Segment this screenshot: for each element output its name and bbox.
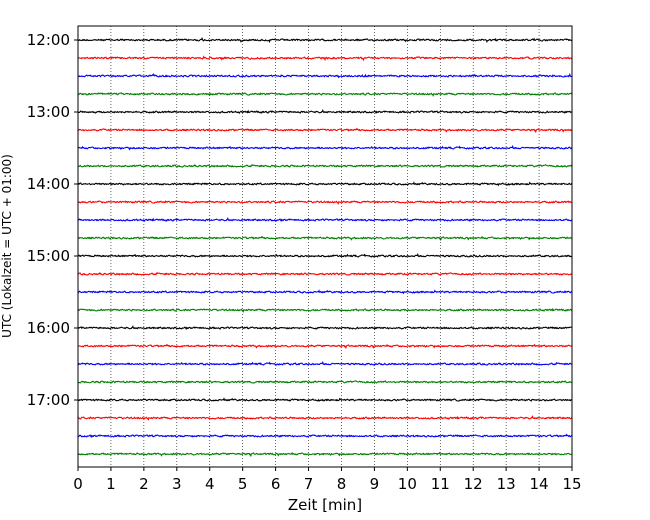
y-tick-label: 12:00 xyxy=(27,31,70,49)
x-axis-label: Zeit [min] xyxy=(288,496,362,514)
x-tick-label: 8 xyxy=(337,475,347,493)
seismic-trace xyxy=(77,343,573,350)
y-tick-label: 15:00 xyxy=(27,247,70,265)
seismic-trace xyxy=(77,397,573,403)
x-tick-label: 14 xyxy=(530,475,549,493)
plot-frame xyxy=(77,25,573,468)
seismic-trace xyxy=(77,55,573,62)
seismic-trace xyxy=(77,451,573,458)
seismic-trace xyxy=(77,144,573,151)
x-tick-label: 2 xyxy=(139,475,149,493)
seismic-trace xyxy=(77,217,573,223)
seismic-trace xyxy=(77,235,573,242)
y-tick-label: 17:00 xyxy=(27,391,70,409)
seismic-trace xyxy=(77,72,573,79)
x-tick-label: 6 xyxy=(271,475,281,493)
seismic-trace xyxy=(77,380,573,384)
x-tick-label: 5 xyxy=(238,475,248,493)
x-tick-label: 15 xyxy=(562,475,581,493)
x-tick-label: 3 xyxy=(172,475,182,493)
seismic-trace xyxy=(77,109,573,115)
seismic-trace xyxy=(77,325,573,331)
plot-area xyxy=(78,26,572,467)
x-tick-label: 10 xyxy=(398,475,417,493)
seismic-trace xyxy=(77,271,573,276)
seismic-trace xyxy=(77,181,573,187)
x-tick-label: 9 xyxy=(370,475,380,493)
seismic-trace xyxy=(77,163,573,168)
x-tick-label: 7 xyxy=(304,475,314,493)
x-axis-ticks: 0 1 2 3 4 5 6 7 8 9 10 11 12 13 14 15 xyxy=(73,467,582,493)
seismic-trace xyxy=(77,415,573,421)
x-tick-label: 11 xyxy=(431,475,450,493)
seismic-trace xyxy=(77,307,573,313)
seismic-trace xyxy=(77,433,573,439)
x-tick-label: 13 xyxy=(497,475,516,493)
seismic-traces xyxy=(77,36,573,458)
seismic-trace xyxy=(77,360,573,366)
x-tick-label: 4 xyxy=(205,475,215,493)
seismic-trace xyxy=(77,36,573,44)
y-axis-ticks: 12:00 13:00 14:00 15:00 16:00 17:00 xyxy=(27,31,78,409)
seismic-trace xyxy=(77,289,573,295)
seismic-trace xyxy=(77,252,573,258)
x-tick-label: 0 xyxy=(73,475,83,493)
x-tick-label: 12 xyxy=(464,475,483,493)
y-tick-label: 16:00 xyxy=(27,319,70,337)
x-tick-label: 1 xyxy=(106,475,116,493)
y-axis-label: UTC (Lokalzeit = UTC + 01:00) xyxy=(0,154,14,338)
y-tick-label: 13:00 xyxy=(27,103,70,121)
seismic-trace xyxy=(77,200,573,205)
y-tick-label: 14:00 xyxy=(27,175,70,193)
seismic-trace xyxy=(77,127,573,134)
seismic-trace xyxy=(77,92,573,97)
